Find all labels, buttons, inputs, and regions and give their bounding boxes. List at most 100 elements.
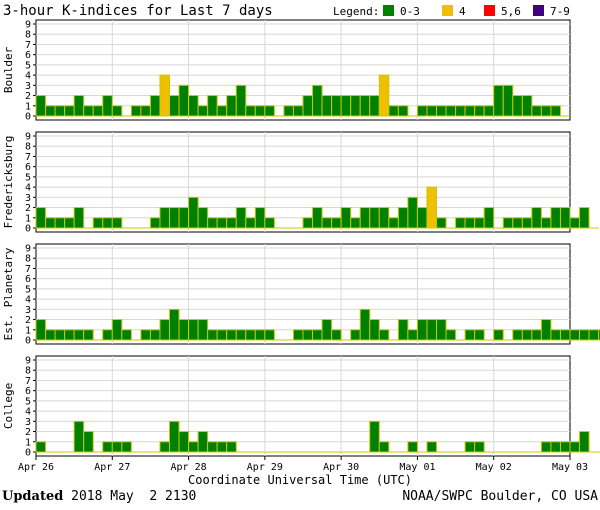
k-bar: [111, 319, 123, 341]
y-tick-label: 7: [25, 376, 31, 387]
k-bar: [207, 441, 218, 453]
credit-line: NOAA/SWPC Boulder, CO USA: [402, 489, 598, 504]
k-bar: [111, 105, 123, 117]
k-bar: [197, 431, 209, 453]
k-bar: [512, 329, 523, 341]
k-bar: [397, 207, 409, 229]
k-bar: [207, 217, 218, 229]
y-tick-label: 3: [25, 417, 31, 428]
k-bar: [64, 105, 75, 117]
k-bar: [397, 319, 409, 341]
k-bar: [188, 95, 199, 117]
y-tick-label: 6: [25, 386, 31, 397]
station-label: Fredericksburg: [2, 136, 15, 229]
k-bar: [474, 217, 485, 229]
k-bar: [302, 329, 314, 341]
k-bar: [550, 105, 561, 117]
k-bar: [159, 207, 170, 229]
legend-label: 7-9: [550, 5, 570, 18]
k-bar: [588, 329, 600, 341]
k-bar: [83, 105, 94, 117]
y-tick-label: 0: [25, 336, 31, 347]
k-bar: [407, 441, 418, 453]
k-bar: [502, 217, 514, 229]
legend-swatch: [442, 5, 453, 16]
k-bar: [502, 84, 514, 117]
k-bar: [159, 441, 170, 453]
k-bar: [540, 105, 552, 117]
k-bar: [226, 329, 237, 341]
k-bar: [35, 207, 47, 229]
y-tick-label: 2: [25, 203, 31, 214]
k-bar: [45, 217, 56, 229]
y-tick-label: 8: [25, 254, 31, 265]
y-tick-label: 5: [25, 172, 31, 183]
station-label: Boulder: [2, 46, 15, 93]
k-bar: [102, 217, 113, 229]
k-bar: [54, 329, 66, 341]
k-bar: [178, 84, 190, 117]
k-bar: [207, 95, 218, 117]
k-bar: [350, 329, 361, 341]
x-tick-label: Apr 29: [247, 462, 283, 473]
k-bar: [102, 329, 113, 341]
k-bar: [102, 95, 113, 117]
k-bar: [178, 207, 190, 229]
k-bar: [369, 207, 380, 229]
k-bar: [540, 441, 552, 453]
y-tick-label: 5: [25, 396, 31, 407]
k-bar: [559, 441, 571, 453]
k-bar: [388, 105, 399, 117]
k-bar: [559, 329, 571, 341]
k-bar: [540, 217, 552, 229]
panel-frame: [35, 131, 571, 233]
k-bar: [216, 441, 228, 453]
legend-label: 4: [459, 5, 466, 18]
k-bar: [512, 95, 523, 117]
k-bar: [321, 217, 333, 229]
k-bar: [350, 217, 361, 229]
panel-frame: [35, 19, 571, 121]
y-tick-label: 0: [25, 112, 31, 123]
station-label: College: [2, 383, 15, 429]
y-tick-label: 5: [25, 60, 31, 71]
k-bar: [73, 207, 85, 229]
k-bar: [350, 95, 361, 117]
k-bar: [550, 207, 561, 229]
k-bar: [254, 207, 266, 229]
k-bar: [83, 431, 94, 453]
y-tick-label: 7: [25, 264, 31, 275]
k-bar: [531, 105, 542, 117]
k-bar: [388, 217, 399, 229]
k-bar: [540, 319, 552, 341]
k-bar: [254, 105, 266, 117]
k-bar: [312, 329, 323, 341]
k-index-chart: 3-hour K-indices for Last 7 days Legend: 0…: [2, 3, 600, 486]
k-bar: [35, 319, 47, 341]
k-bar: [169, 420, 180, 453]
k-bar: [369, 319, 380, 341]
legend-label: 0-3: [400, 5, 420, 18]
k-bar: [264, 329, 275, 341]
k-bar: [149, 329, 161, 341]
k-bar: [73, 95, 85, 117]
k-bar: [245, 217, 256, 229]
k-bar: [531, 329, 542, 341]
legend-label: 5,6: [501, 5, 521, 18]
k-bar: [254, 329, 266, 341]
k-bar: [226, 217, 237, 229]
k-bar: [483, 207, 495, 229]
station-label: Est. Planetary: [2, 247, 15, 340]
k-bar: [426, 441, 438, 453]
k-bar: [188, 319, 199, 341]
k-bar: [416, 207, 428, 229]
x-axis-title: Coordinate Universal Time (UTC): [188, 473, 412, 486]
k-bar: [436, 319, 447, 341]
k-bar: [302, 95, 314, 117]
y-tick-label: 1: [25, 437, 31, 448]
k-bar: [121, 329, 132, 341]
k-bar: [121, 441, 132, 453]
k-bar: [169, 308, 180, 341]
